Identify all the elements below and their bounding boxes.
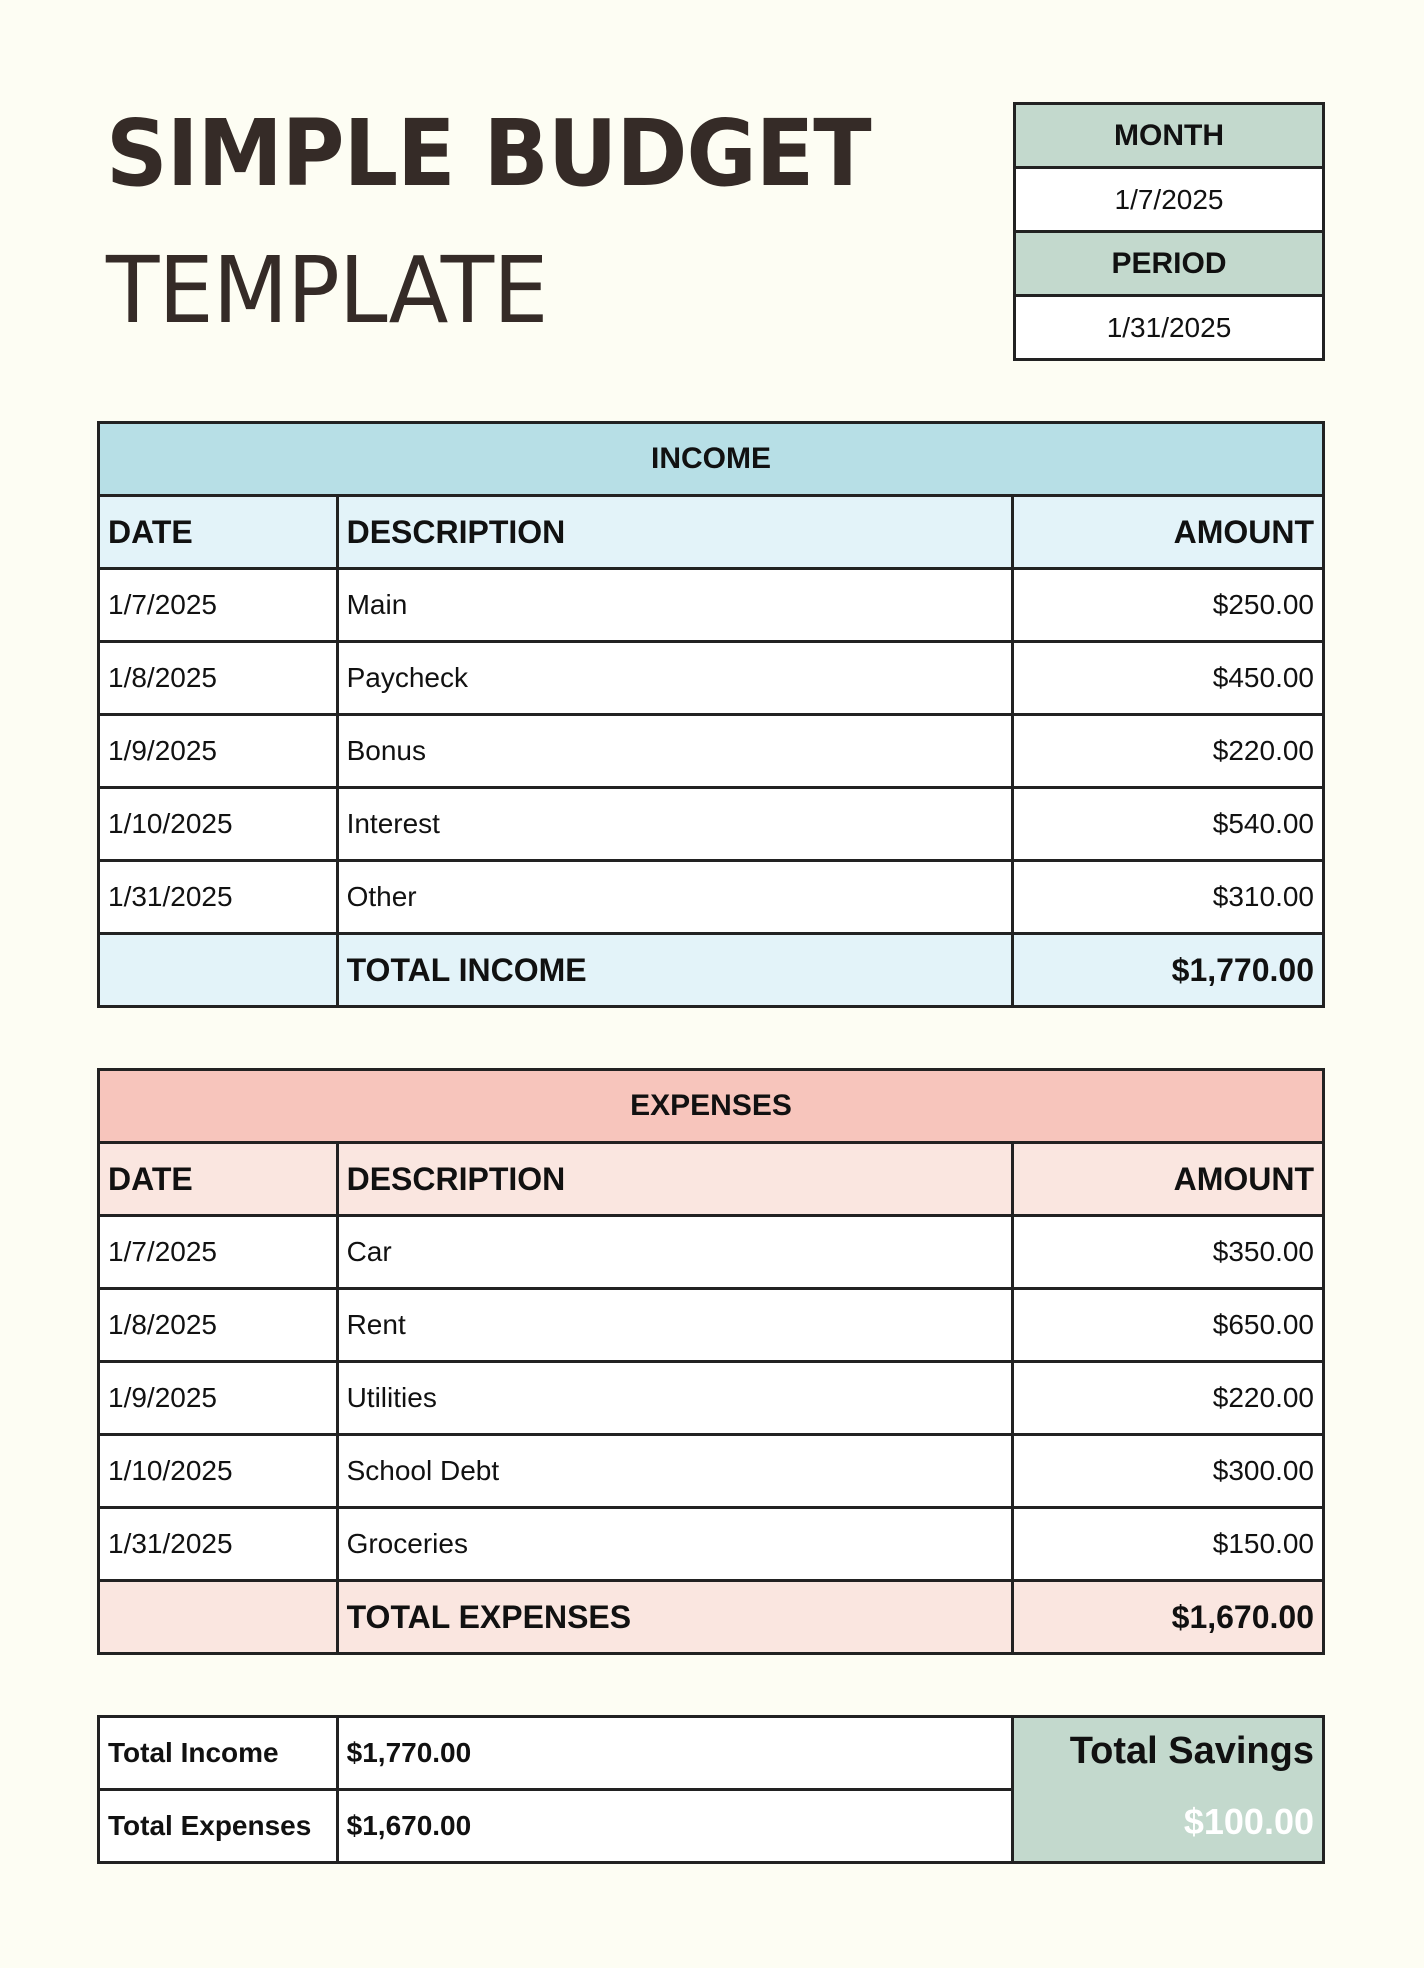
- column-header: DESCRIPTION: [335, 494, 1014, 570]
- amount-cell[interactable]: $300.00: [1010, 1433, 1326, 1509]
- table-row: 1/9/2025 Utilities $220.00: [97, 1360, 1326, 1436]
- total-empty-cell: [97, 932, 339, 1008]
- column-header: DATE: [97, 1141, 339, 1217]
- expenses-table: EXPENSES DATE DESCRIPTION AMOUNT 1/7/2025 Car…: [97, 1068, 1326, 1655]
- column-header: AMOUNT: [1010, 494, 1326, 570]
- description-cell[interactable]: School Debt: [335, 1433, 1014, 1509]
- total-savings-label: Total Savings: [1069, 1730, 1314, 1772]
- amount-cell[interactable]: $220.00: [1010, 713, 1326, 789]
- description-cell[interactable]: Utilities: [335, 1360, 1014, 1436]
- description-cell[interactable]: Groceries: [335, 1506, 1014, 1582]
- amount-cell[interactable]: $350.00: [1010, 1214, 1326, 1290]
- summary-expenses-label: Total Expenses: [97, 1788, 339, 1864]
- income-caption: INCOME: [97, 421, 1325, 497]
- total-row: TOTAL INCOME $1,770.00: [97, 932, 1326, 1008]
- table-row: 1/7/2025 Car $350.00: [97, 1214, 1326, 1290]
- period-label: PERIOD: [1013, 230, 1325, 297]
- table-row: 1/31/2025 Other $310.00: [97, 859, 1326, 935]
- expenses-total-label: TOTAL EXPENSES: [335, 1579, 1014, 1655]
- summary-expenses-value[interactable]: $1,670.00: [335, 1788, 1014, 1864]
- amount-cell[interactable]: $650.00: [1010, 1287, 1326, 1363]
- summary-income-label: Total Income: [97, 1715, 339, 1791]
- column-header: AMOUNT: [1010, 1141, 1326, 1217]
- table-row: 1/8/2025 Rent $650.00: [97, 1287, 1326, 1363]
- header-row: DATE DESCRIPTION AMOUNT: [97, 1141, 1326, 1217]
- date-cell[interactable]: 1/7/2025: [97, 1214, 339, 1290]
- column-header: DESCRIPTION: [335, 1141, 1014, 1217]
- description-cell[interactable]: Interest: [335, 786, 1014, 862]
- income-total-label: TOTAL INCOME: [335, 932, 1014, 1008]
- date-cell[interactable]: 1/9/2025: [97, 713, 339, 789]
- summary-income-value[interactable]: $1,770.00: [335, 1715, 1014, 1791]
- table-row: 1/31/2025 Groceries $150.00: [97, 1506, 1326, 1582]
- month-period-box: MONTH 1/7/2025 PERIOD 1/31/2025: [1013, 102, 1325, 361]
- table-row: 1/7/2025 Main $250.00: [97, 567, 1326, 643]
- page-title-line2: TEMPLATE: [106, 237, 548, 344]
- month-label: MONTH: [1013, 102, 1325, 169]
- total-empty-cell: [97, 1579, 339, 1655]
- description-cell[interactable]: Paycheck: [335, 640, 1014, 716]
- date-cell[interactable]: 1/9/2025: [97, 1360, 339, 1436]
- description-cell[interactable]: Other: [335, 859, 1014, 935]
- expenses-caption: EXPENSES: [97, 1068, 1325, 1144]
- table-row: 1/10/2025 Interest $540.00: [97, 786, 1326, 862]
- expenses-total-value: $1,670.00: [1010, 1579, 1326, 1655]
- description-cell[interactable]: Car: [335, 1214, 1014, 1290]
- date-cell[interactable]: 1/7/2025: [97, 567, 339, 643]
- total-row: TOTAL EXPENSES $1,670.00: [97, 1579, 1326, 1655]
- date-cell[interactable]: 1/10/2025: [97, 1433, 339, 1509]
- summary-table: Total Income $1,770.00 Total Savings $10…: [97, 1715, 1326, 1864]
- description-cell[interactable]: Bonus: [335, 713, 1014, 789]
- income-total-value: $1,770.00: [1010, 932, 1326, 1008]
- date-cell[interactable]: 1/31/2025: [97, 1506, 339, 1582]
- amount-cell[interactable]: $220.00: [1010, 1360, 1326, 1436]
- date-cell[interactable]: 1/8/2025: [97, 1287, 339, 1363]
- table-row: 1/10/2025 School Debt $300.00: [97, 1433, 1326, 1509]
- income-table: INCOME DATE DESCRIPTION AMOUNT 1/7/2025 Main $…: [97, 421, 1326, 1008]
- amount-cell[interactable]: $150.00: [1010, 1506, 1326, 1582]
- table-row: 1/8/2025 Paycheck $450.00: [97, 640, 1326, 716]
- amount-cell[interactable]: $540.00: [1010, 786, 1326, 862]
- header-row: DATE DESCRIPTION AMOUNT: [97, 494, 1326, 570]
- period-value[interactable]: 1/31/2025: [1013, 294, 1325, 361]
- page-title-line1: SIMPLE BUDGET: [106, 100, 872, 207]
- column-header: DATE: [97, 494, 339, 570]
- table-row: 1/9/2025 Bonus $220.00: [97, 713, 1326, 789]
- amount-cell[interactable]: $250.00: [1010, 567, 1326, 643]
- total-savings-value: $100.00: [1183, 1801, 1314, 1842]
- amount-cell[interactable]: $310.00: [1010, 859, 1326, 935]
- date-cell[interactable]: 1/10/2025: [97, 786, 339, 862]
- date-cell[interactable]: 1/8/2025: [97, 640, 339, 716]
- total-savings-cell: Total Savings $100.00: [1010, 1715, 1326, 1864]
- description-cell[interactable]: Rent: [335, 1287, 1014, 1363]
- description-cell[interactable]: Main: [335, 567, 1014, 643]
- month-value[interactable]: 1/7/2025: [1013, 166, 1325, 233]
- amount-cell[interactable]: $450.00: [1010, 640, 1326, 716]
- date-cell[interactable]: 1/31/2025: [97, 859, 339, 935]
